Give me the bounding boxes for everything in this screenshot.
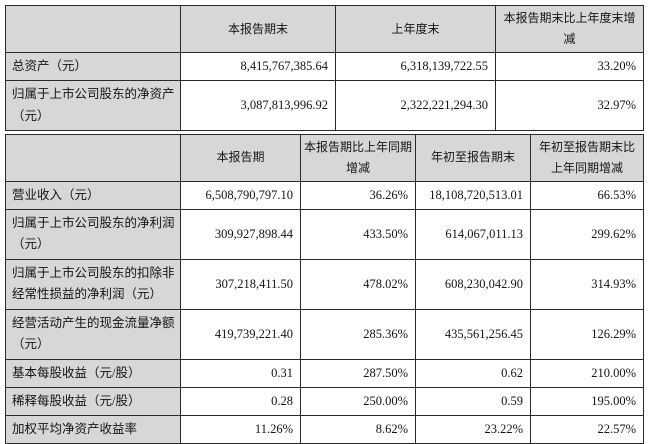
table2-corner-cell	[5, 133, 181, 182]
value-cell: 6,318,139,722.55	[335, 51, 496, 82]
row-label-basic-eps: 基本每股收益（元/股）	[5, 358, 181, 388]
balance-summary-table: 本报告期末 上年度末 本报告期末比上年度末增减 总资产（元） 8,415,767…	[5, 5, 644, 131]
value-cell: 8.62%	[300, 414, 416, 444]
table2-header-period-yoy-change: 本报告期比上年同期增减	[300, 133, 416, 182]
value-cell: 23.22%	[415, 414, 531, 444]
value-cell: 0.59	[415, 386, 531, 417]
value-cell: 0.28	[180, 386, 301, 417]
row-label-diluted-eps: 稀释每股收益（元/股）	[5, 386, 181, 417]
value-cell: 285.36%	[300, 308, 416, 360]
value-cell: 36.26%	[300, 180, 416, 211]
table1-corner-cell	[5, 5, 181, 53]
table-row: 总资产（元） 8,415,767,385.64 6,318,139,722.55…	[5, 51, 644, 82]
table-row: 经营活动产生的现金流量净额（元） 419,739,221.40 285.36% …	[5, 308, 644, 360]
value-cell: 66.53%	[530, 180, 644, 211]
table-row: 归属于上市公司股东的净资产（元） 3,087,813,996.92 2,322,…	[5, 80, 644, 131]
row-label-weighted-avg-roe: 加权平均净资产收益率	[5, 414, 181, 444]
value-cell: 195.00%	[530, 386, 644, 417]
value-cell: 435,561,256.45	[415, 308, 531, 360]
value-cell: 250.00%	[300, 386, 416, 417]
row-label-net-assets: 归属于上市公司股东的净资产（元）	[5, 80, 181, 131]
table2-header-current-period: 本报告期	[180, 133, 301, 182]
table1-header-row: 本报告期末 上年度末 本报告期末比上年度末增减	[5, 5, 644, 53]
value-cell: 6,508,790,797.10	[180, 180, 301, 211]
value-cell: 32.97%	[495, 80, 644, 131]
row-label-operating-revenue: 营业收入（元）	[5, 180, 181, 211]
table-row: 归属于上市公司股东的扣除非经常性损益的净利润（元） 307,218,411.50…	[5, 258, 644, 310]
table-row: 基本每股收益（元/股） 0.31 287.50% 0.62 210.00%	[5, 358, 644, 388]
table2-header-row: 本报告期 本报告期比上年同期增减 年初至报告期末 年初至报告期末比上年同期增减	[5, 133, 644, 182]
value-cell: 33.20%	[495, 51, 644, 82]
financial-report-page: 本报告期末 上年度末 本报告期末比上年度末增减 总资产（元） 8,415,767…	[5, 5, 644, 444]
income-summary-table: 本报告期 本报告期比上年同期增减 年初至报告期末 年初至报告期末比上年同期增减 …	[5, 133, 644, 444]
row-label-net-profit-excl-nonrecurring: 归属于上市公司股东的扣除非经常性损益的净利润（元）	[5, 258, 181, 310]
row-label-net-profit: 归属于上市公司股东的净利润（元）	[5, 209, 181, 260]
value-cell: 0.62	[415, 358, 531, 388]
table2-header-ytd: 年初至报告期末	[415, 133, 531, 182]
value-cell: 22.57%	[530, 414, 644, 444]
value-cell: 8,415,767,385.64	[180, 51, 336, 82]
value-cell: 433.50%	[300, 209, 416, 260]
value-cell: 0.31	[180, 358, 301, 388]
table-row: 加权平均净资产收益率 11.26% 8.62% 23.22% 22.57%	[5, 414, 644, 444]
value-cell: 478.02%	[300, 258, 416, 310]
value-cell: 309,927,898.44	[180, 209, 301, 260]
row-label-operating-cash-flow: 经营活动产生的现金流量净额（元）	[5, 308, 181, 360]
value-cell: 299.62%	[530, 209, 644, 260]
table2-header-ytd-yoy-change: 年初至报告期末比上年同期增减	[530, 133, 644, 182]
value-cell: 210.00%	[530, 358, 644, 388]
row-label-total-assets: 总资产（元）	[5, 51, 181, 82]
value-cell: 126.29%	[530, 308, 644, 360]
value-cell: 314.93%	[530, 258, 644, 310]
value-cell: 608,230,042.90	[415, 258, 531, 310]
value-cell: 287.50%	[300, 358, 416, 388]
value-cell: 614,067,011.13	[415, 209, 531, 260]
value-cell: 18,108,720,513.01	[415, 180, 531, 211]
value-cell: 2,322,221,294.30	[335, 80, 496, 131]
value-cell: 11.26%	[180, 414, 301, 444]
table1-header-change: 本报告期末比上年度末增减	[495, 5, 644, 53]
table-row: 营业收入（元） 6,508,790,797.10 36.26% 18,108,7…	[5, 180, 644, 211]
table-row: 归属于上市公司股东的净利润（元） 309,927,898.44 433.50% …	[5, 209, 644, 260]
table1-header-prior-year-end: 上年度末	[335, 5, 496, 53]
table-row: 稀释每股收益（元/股） 0.28 250.00% 0.59 195.00%	[5, 386, 644, 417]
value-cell: 419,739,221.40	[180, 308, 301, 360]
table1-header-current-period-end: 本报告期末	[180, 5, 336, 53]
value-cell: 3,087,813,996.92	[180, 80, 336, 131]
value-cell: 307,218,411.50	[180, 258, 301, 310]
